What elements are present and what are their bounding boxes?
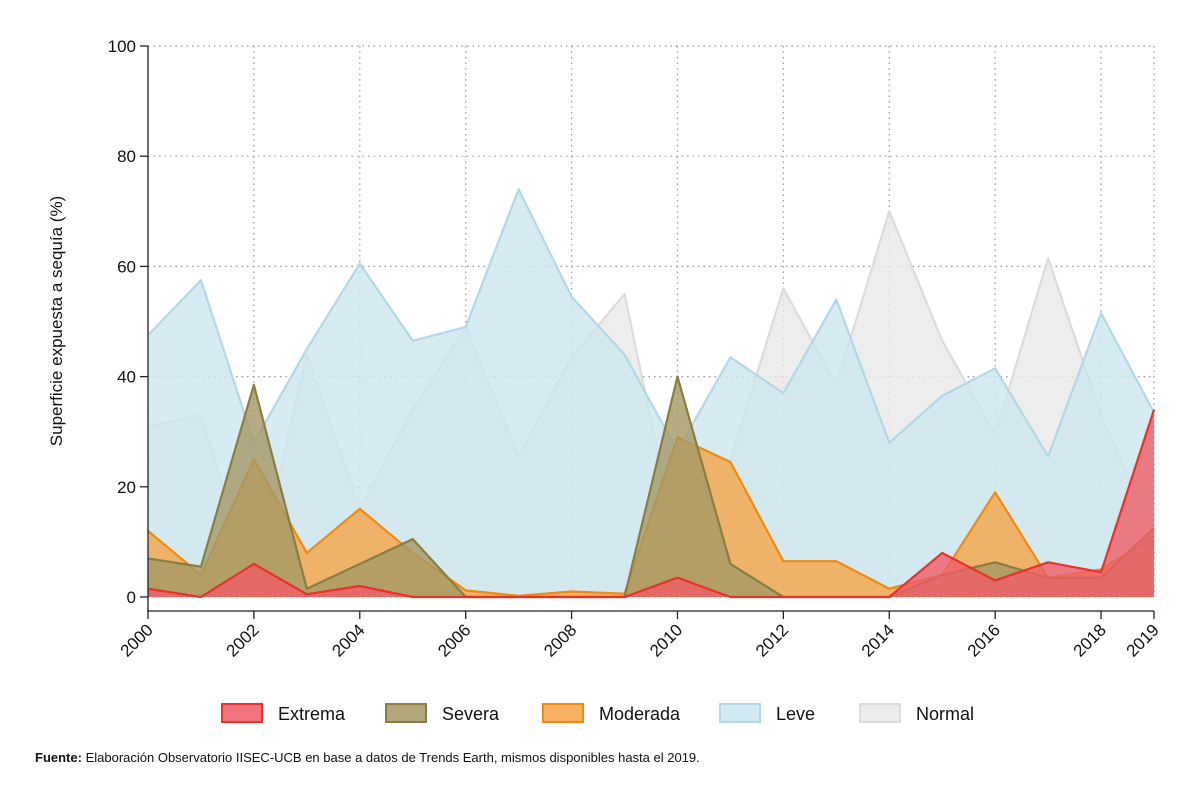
legend-item-moderada[interactable]: Moderada: [542, 703, 681, 724]
line-leve: [147, 188, 1155, 458]
legend-swatch: [385, 703, 427, 723]
legend-item-extrema[interactable]: Extrema: [221, 703, 346, 724]
legend-item-severa[interactable]: Severa: [385, 703, 500, 724]
line-extrema: [147, 409, 1156, 599]
y-tick-label: 0: [127, 588, 136, 607]
area-leve: [148, 189, 1154, 597]
x-tick-label: 2019: [1123, 620, 1163, 660]
y-tick-label: 80: [117, 147, 136, 166]
legend-label: Normal: [916, 704, 974, 724]
y-tick-label: 40: [117, 368, 136, 387]
legend-swatch: [719, 703, 761, 723]
legend-label: Severa: [442, 704, 500, 724]
x-tick-label: 2012: [752, 620, 792, 660]
source-prefix: Fuente:: [35, 750, 82, 765]
series-areas: [147, 188, 1156, 599]
y-tick-label: 20: [117, 478, 136, 497]
x-tick-label: 2008: [540, 620, 580, 660]
legend-swatch: [859, 703, 901, 723]
area-extrema: [148, 409, 1154, 597]
x-tick-label: 2002: [223, 620, 263, 660]
legend[interactable]: Extrema Severa Moderada Leve Normal: [221, 703, 974, 724]
legend-item-normal[interactable]: Normal: [859, 703, 974, 724]
legend-swatch: [221, 703, 263, 723]
x-tick-label: 2006: [434, 620, 474, 660]
legend-label: Extrema: [278, 704, 346, 724]
x-tick-label: 2004: [328, 620, 368, 660]
source-note: Fuente: Elaboración Observatorio IISEC-U…: [35, 750, 700, 765]
legend-label: Leve: [776, 704, 815, 724]
line-severa: [147, 375, 1155, 599]
y-tick-label: 60: [117, 257, 136, 276]
x-tick-labels: 2000 2002 2004 2006 2008 2010 2012 2014 2016 2018…: [117, 611, 1163, 661]
y-axis-title: Superficie expuesta a sequía (%): [47, 196, 66, 446]
legend-swatch: [542, 703, 584, 723]
y-tick-labels: 0 20 40 60 80 100: [108, 37, 148, 607]
x-tick-label: 2000: [117, 620, 157, 660]
axes: [147, 46, 1154, 612]
x-tick-label: 2018: [1070, 620, 1110, 660]
x-tick-label: 2016: [964, 620, 1004, 660]
source-text: Elaboración Observatorio IISEC-UCB en ba…: [81, 750, 700, 765]
x-tick-label: 2010: [646, 620, 686, 660]
legend-item-leve[interactable]: Leve: [719, 703, 815, 724]
y-tick-label: 100: [108, 37, 136, 56]
legend-label: Moderada: [599, 704, 681, 724]
x-tick-label: 2014: [858, 620, 898, 660]
